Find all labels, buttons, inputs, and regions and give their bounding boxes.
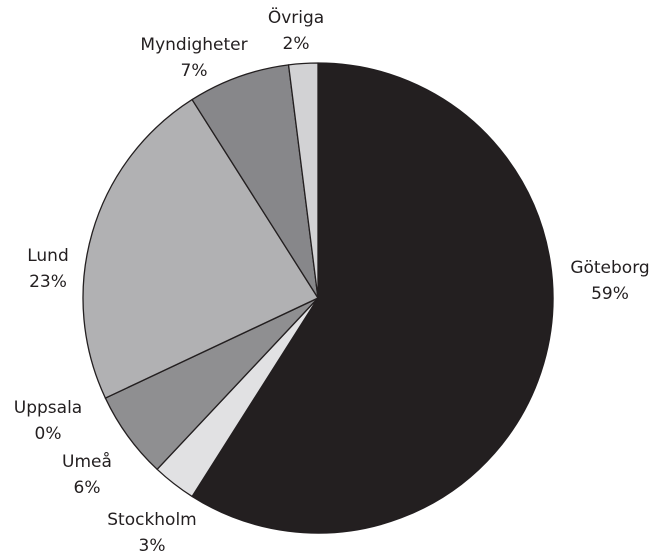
slice-value-label: 59%: [591, 284, 629, 304]
slice-label: Uppsala: [14, 398, 82, 418]
slice-value-label: 0%: [35, 424, 62, 444]
pie-slice: [287, 62, 319, 299]
slice-label: Övriga: [268, 6, 324, 28]
pie-slice: [82, 98, 319, 399]
slice-label: Lund: [27, 246, 69, 266]
pie-slice: [191, 62, 554, 534]
slice-label: Göteborg: [570, 258, 649, 278]
slice-value-label: 6%: [74, 478, 101, 498]
slice-value-label: 3%: [139, 536, 166, 555]
pie-slice: [191, 64, 319, 299]
slice-value-label: 2%: [283, 34, 310, 54]
slice-label: Myndigheter: [140, 35, 247, 55]
slice-label: Stockholm: [107, 510, 197, 530]
slice-value-label: 7%: [181, 61, 208, 81]
slice-value-label: 23%: [29, 272, 67, 292]
slice-label: Umeå: [62, 451, 112, 472]
